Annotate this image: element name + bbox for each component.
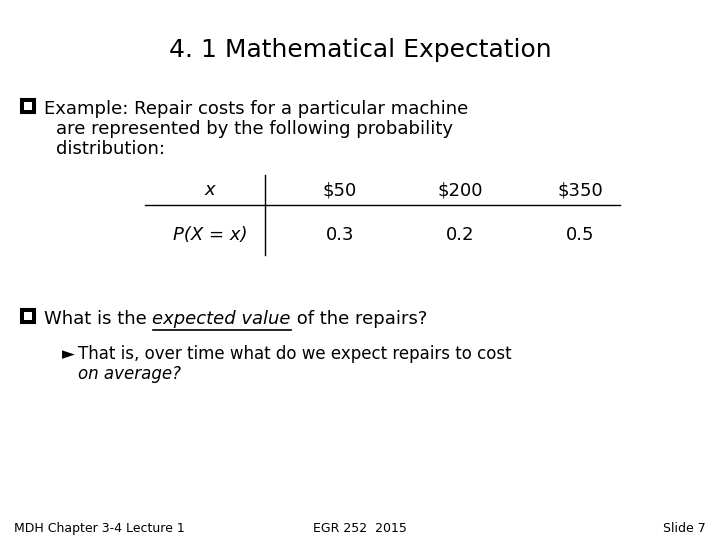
Bar [24,312,32,320]
Bar [21,99,35,113]
Text: ►: ► [62,345,75,363]
Text: 4. 1 Mathematical Expectation: 4. 1 Mathematical Expectation [168,38,552,62]
Bar [21,309,35,323]
Text: expected value: expected value [153,310,291,328]
Text: are represented by the following probability: are represented by the following probabi… [56,120,453,138]
Text: MDH Chapter 3-4 Lecture 1: MDH Chapter 3-4 Lecture 1 [14,522,185,535]
Text: x: x [204,181,215,199]
Text: 0.3: 0.3 [325,226,354,244]
Text: $350: $350 [557,181,603,199]
Text: EGR 252  2015: EGR 252 2015 [313,522,407,535]
Text: distribution:: distribution: [56,140,165,158]
Text: What is the: What is the [44,310,153,328]
Text: on average?: on average? [78,365,181,383]
Text: Slide 7: Slide 7 [663,522,706,535]
Text: $50: $50 [323,181,357,199]
Bar [24,102,32,110]
Text: That is, over time what do we expect repairs to cost: That is, over time what do we expect rep… [78,345,512,363]
Text: $200: $200 [437,181,482,199]
Text: Example: Repair costs for a particular machine: Example: Repair costs for a particular m… [44,100,468,118]
Text: of the repairs?: of the repairs? [291,310,428,328]
Text: 0.2: 0.2 [446,226,474,244]
Text: 0.5: 0.5 [566,226,594,244]
Text: P(X = x): P(X = x) [173,226,247,244]
